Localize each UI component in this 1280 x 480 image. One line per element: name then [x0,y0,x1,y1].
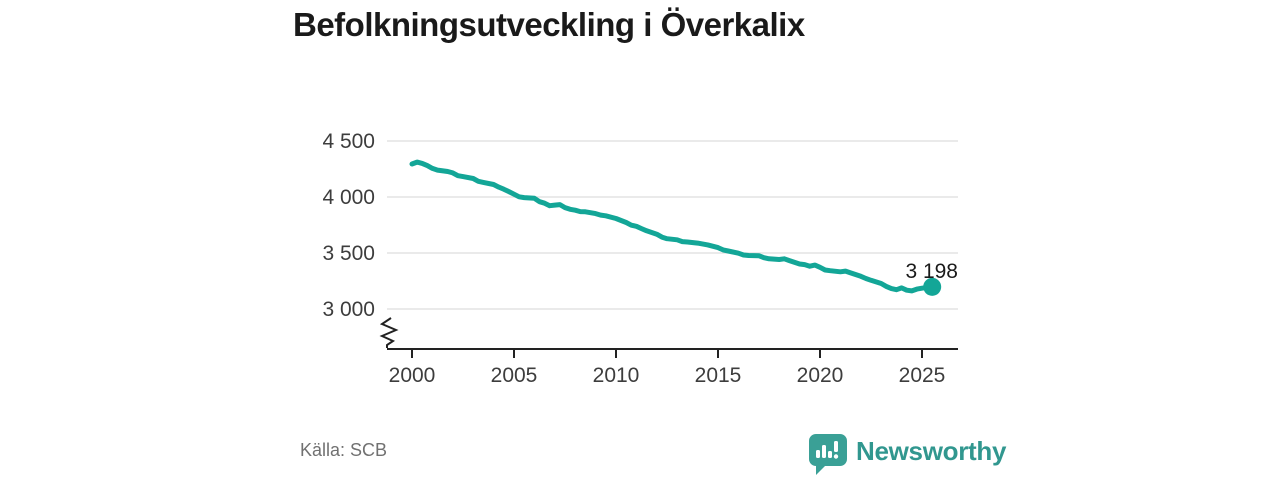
endpoint-dot [923,277,942,296]
x-axis-tick-label: 2025 [899,364,946,387]
x-axis-tick-label: 2000 [389,364,436,387]
y-axis-tick-label: 3 500 [322,242,375,265]
y-axis-break-icon [379,317,399,348]
x-axis-tick-label: 2020 [797,364,844,387]
newsworthy-wordmark: Newsworthy [856,435,1007,466]
newsworthy-icon [809,434,847,475]
y-axis-tick-label: 4 500 [322,130,375,153]
y-axis-tick-label: 3 000 [322,298,375,321]
newsworthy-logo: Newsworthy [808,432,1006,476]
chart-footer: Källa: SCB Newsworthy [0,432,1280,480]
source-label: Källa: SCB [300,440,388,460]
chart-title: Befolkningsutveckling i Överkalix [293,6,805,43]
y-axis-tick-label: 4 000 [322,186,375,209]
endpoint-value-label: 3 198 [905,260,958,283]
population-line [409,159,935,294]
x-axis-tick-label: 2005 [491,364,538,387]
chart-canvas: 4 500 4 000 3 500 3 000 2000 2005 2010 2015 2020… [322,130,958,387]
x-axis-tick-label: 2015 [695,364,742,387]
x-axis-tick-label: 2010 [593,364,640,387]
